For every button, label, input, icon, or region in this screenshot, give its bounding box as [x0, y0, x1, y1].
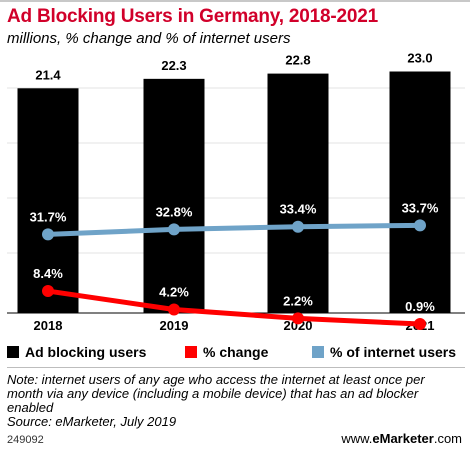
percent-change-label: 2.2%	[283, 293, 313, 308]
bar-value-label: 23.0	[407, 51, 432, 66]
percent-change-label: 8.4%	[33, 266, 63, 281]
footer-divider	[7, 367, 465, 368]
percent-change-point	[414, 318, 426, 331]
chart-note: Note: internet users of any age who acce…	[7, 373, 465, 429]
chart-subtitle: millions, % change and % of internet use…	[7, 30, 291, 47]
percent-change-point	[168, 303, 180, 316]
x-tick-label: 2020	[284, 318, 313, 333]
note-line: Note: internet users of any age who acce…	[7, 372, 425, 387]
legend-label: % change	[203, 344, 269, 360]
percent-change-point	[292, 312, 304, 325]
internet-users-label: 33.7%	[402, 200, 439, 215]
legend-label: % of internet users	[330, 344, 457, 360]
internet-users-point	[168, 223, 180, 236]
bar-value-label: 22.8	[285, 53, 310, 68]
internet-users-line	[45, 222, 423, 237]
legend-swatch	[312, 346, 324, 358]
legend-item-percent-change: % change	[185, 341, 268, 363]
legend-item-ad-blocking-users: Ad blocking users	[7, 341, 146, 363]
brand-prefix: www.	[341, 431, 373, 446]
bar-value-label: 21.4	[35, 67, 61, 82]
x-tick-label: 2018	[34, 318, 63, 333]
internet-users-label: 32.8%	[156, 204, 193, 219]
percent-change-line	[45, 288, 423, 327]
bar	[143, 78, 205, 313]
top-rule	[0, 0, 470, 2]
chart-canvas: 21.422.322.823.0201820192020202131.7%32.…	[7, 51, 465, 333]
source-line: Source: eMarketer, July 2019	[7, 414, 177, 429]
legend-label: Ad blocking users	[25, 344, 147, 360]
internet-users-point	[292, 220, 304, 233]
legend-item-percent-internet-users: % of internet users	[312, 341, 456, 363]
percent-change-point	[42, 285, 54, 298]
bar	[389, 71, 451, 313]
chart-id: 249092	[7, 434, 44, 446]
internet-users-point	[414, 219, 426, 232]
bar-value-label: 22.3	[161, 58, 186, 73]
note-line: enabled	[7, 400, 54, 415]
bar	[267, 73, 329, 313]
legend-swatch	[185, 346, 197, 358]
percent-change-label: 0.9%	[405, 299, 435, 314]
brand-suffix: .com	[433, 431, 462, 446]
internet-users-point	[42, 228, 54, 241]
percent-change-label: 4.2%	[159, 285, 189, 300]
internet-users-label: 31.7%	[30, 209, 67, 224]
brand-name: eMarketer	[372, 431, 434, 446]
chart-title: Ad Blocking Users in Germany, 2018-2021	[7, 6, 378, 27]
internet-users-label: 33.4%	[280, 202, 317, 217]
brand-url[interactable]: www.eMarketer.com	[341, 431, 462, 446]
note-line: month via any device (including a mobile…	[7, 386, 419, 401]
chart-legend: Ad blocking users % change % of internet…	[0, 341, 470, 363]
bar	[17, 88, 79, 313]
legend-swatch	[7, 346, 19, 358]
x-tick-label: 2019	[160, 318, 189, 333]
